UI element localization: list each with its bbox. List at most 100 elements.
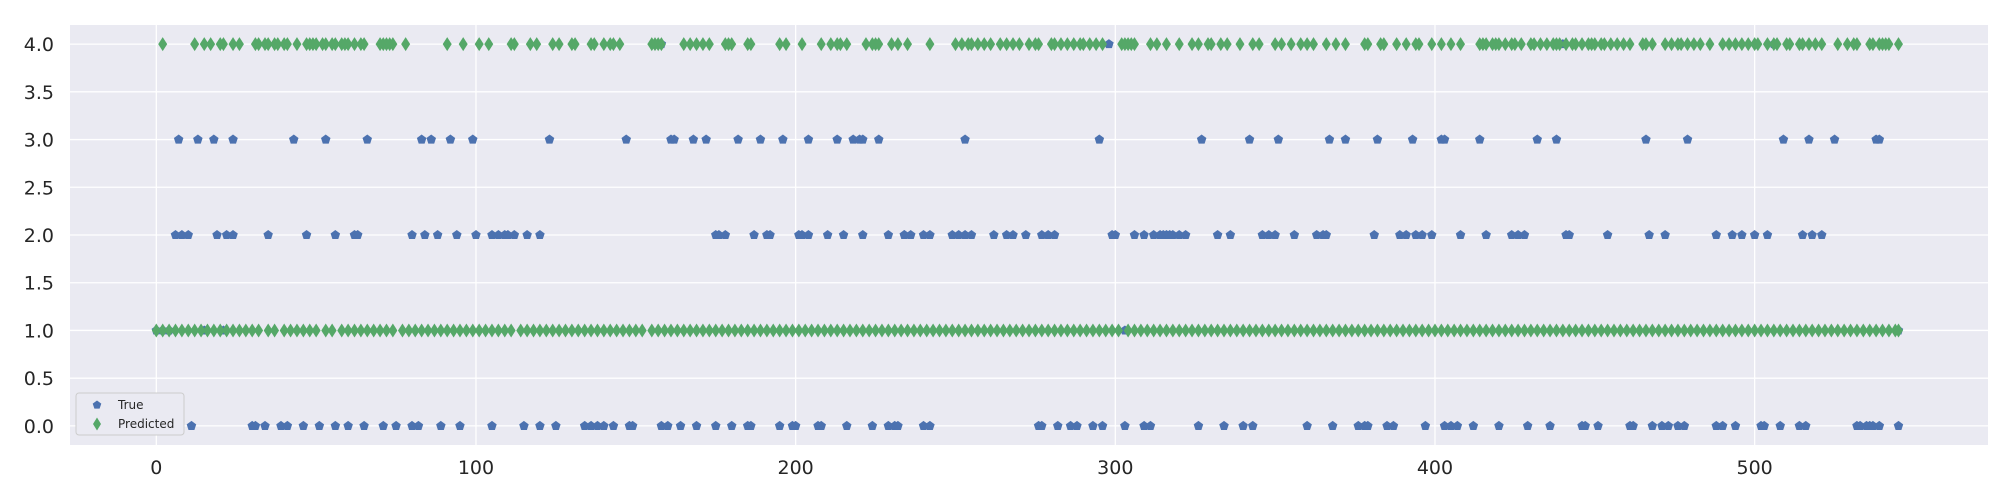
predicted-point [1705,323,1715,338]
true-point [822,230,833,239]
predicted-point [1430,323,1440,338]
true-point [173,134,184,144]
predicted-point [922,323,932,338]
predicted-point [631,323,641,338]
predicted-point [1056,323,1066,338]
predicted-point [1302,323,1312,338]
true-point [1302,420,1312,430]
true-point [1439,134,1450,144]
true-point [1455,230,1466,239]
true-point [416,134,427,144]
true-point [918,420,929,430]
true-point [544,134,555,144]
true-point [455,420,465,430]
true-point [1174,230,1184,239]
predicted-point [1161,323,1171,338]
predicted-point [1794,323,1804,338]
predicted-point [273,37,283,52]
true-point [1411,230,1421,239]
predicted-point [1334,323,1344,338]
predicted-point [493,323,503,338]
predicted-point [1753,37,1763,52]
predicted-point [1152,37,1162,52]
predicted-point [800,323,810,338]
predicted-point [973,37,983,52]
predicted-point [1660,323,1670,338]
legend-true-marker [92,400,102,409]
predicted-point [1705,37,1715,52]
predicted-point [311,323,321,338]
predicted-point [1878,323,1888,338]
predicted-point [1174,323,1184,338]
true-point [1321,230,1331,239]
y-tick-label: 3.5 [24,82,54,104]
predicted-point [548,37,558,52]
predicted-point [343,323,353,338]
true-point [803,230,814,239]
true-point [1196,134,1207,144]
predicted-point [1002,37,1012,52]
legend-true-label: True [117,398,144,412]
predicted-point [685,323,695,338]
true-point [228,134,238,144]
predicted-point [1257,323,1267,338]
predicted-point [279,323,289,338]
predicted-point [1101,323,1111,338]
predicted-point [1401,37,1411,52]
predicted-point [1539,323,1549,338]
true-point [282,420,293,430]
true-point [1264,230,1274,239]
predicted-point [624,323,634,338]
predicted-point [1248,37,1258,52]
predicted-point [1149,323,1159,338]
true-point [1801,420,1811,430]
predicted-point [858,323,868,338]
true-point [1564,230,1574,239]
predicted-point [286,323,296,338]
true-point [1439,420,1450,430]
true-point [535,230,545,239]
predicted-point [1798,37,1808,52]
true-point [1008,230,1018,239]
predicted-point [957,37,967,52]
predicted-point [158,37,168,52]
predicted-point [934,323,944,338]
true-point [1021,230,1031,239]
true-point [1749,230,1760,239]
predicted-point [871,323,881,338]
predicted-point [554,37,564,52]
predicted-point [573,323,583,338]
true-point [1420,420,1431,430]
true-point [1244,134,1255,144]
predicted-point [1034,37,1044,52]
predicted-point [1571,37,1581,52]
true-point [535,420,545,430]
predicted-point [359,37,369,52]
predicted-point [1098,37,1108,52]
predicted-point [532,37,542,52]
predicted-point [768,323,778,338]
true-point [1829,134,1840,144]
predicted-point [1309,37,1319,52]
true-point [487,420,497,430]
predicted-point [1507,323,1517,338]
predicted-point [1082,323,1092,338]
predicted-point [158,323,168,338]
predicted-point [1628,323,1638,338]
predicted-point [1424,323,1434,338]
true-point [1407,134,1418,144]
predicted-point [813,323,823,338]
true-point [1874,134,1885,144]
predicted-point [1014,37,1024,52]
predicted-point [1277,323,1287,338]
predicted-point [461,323,471,338]
true-point [966,230,977,239]
predicted-point [950,37,960,52]
true-point [1369,230,1379,239]
predicted-point [599,323,609,338]
predicted-point [1551,323,1561,338]
predicted-point [1801,323,1811,338]
true-point [1417,230,1427,239]
legend[interactable]: True Predicted [75,392,185,436]
predicted-point [1833,323,1843,338]
